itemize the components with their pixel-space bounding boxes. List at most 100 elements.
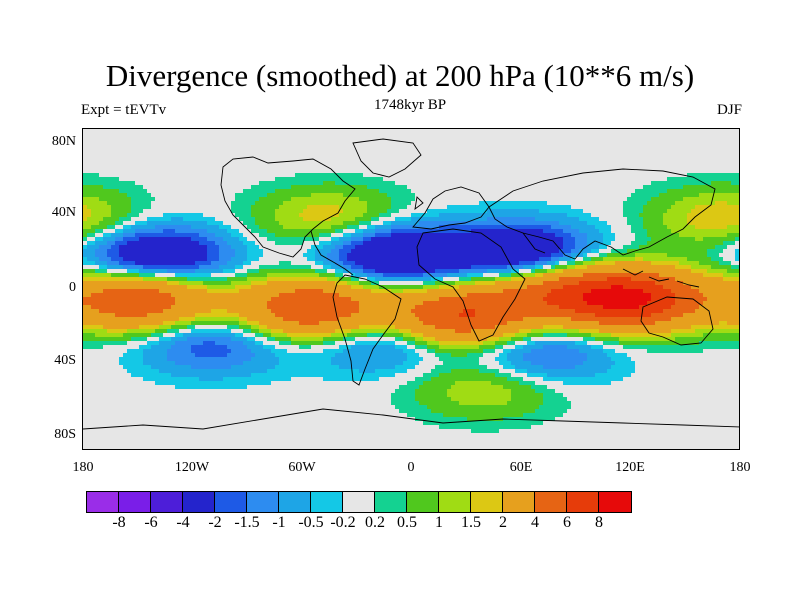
field-cell bbox=[271, 141, 276, 146]
field-cell bbox=[211, 129, 216, 134]
field-cell bbox=[563, 133, 568, 138]
field-cell bbox=[583, 225, 588, 230]
field-cell bbox=[451, 141, 456, 146]
field-cell bbox=[643, 149, 648, 154]
field-cell bbox=[419, 145, 424, 150]
field-cell bbox=[171, 133, 176, 138]
field-cell bbox=[583, 209, 588, 214]
field-cell bbox=[691, 181, 696, 186]
field-cell bbox=[635, 189, 640, 194]
field-cell bbox=[639, 165, 644, 170]
field-cell bbox=[347, 181, 352, 186]
field-cell bbox=[427, 157, 432, 162]
field-cell bbox=[299, 221, 304, 226]
field-cell bbox=[339, 193, 344, 198]
field-cell bbox=[83, 245, 88, 250]
field-cell bbox=[243, 157, 248, 162]
field-cell bbox=[219, 137, 224, 142]
field-cell bbox=[503, 193, 508, 198]
field-cell bbox=[691, 161, 696, 166]
field-cell bbox=[171, 197, 176, 202]
field-cell bbox=[171, 249, 176, 254]
field-cell bbox=[159, 225, 164, 230]
field-cell bbox=[551, 225, 556, 230]
field-cell bbox=[203, 181, 208, 186]
field-cell bbox=[199, 205, 204, 210]
field-cell bbox=[431, 201, 436, 206]
field-cell bbox=[595, 245, 600, 250]
field-cell bbox=[239, 225, 244, 230]
field-cell bbox=[379, 213, 384, 218]
field-cell bbox=[539, 217, 544, 222]
field-cell bbox=[639, 217, 644, 222]
field-cell bbox=[727, 181, 732, 186]
field-cell bbox=[519, 229, 524, 234]
field-cell bbox=[195, 217, 200, 222]
field-cell bbox=[503, 149, 508, 154]
field-cell bbox=[651, 137, 656, 142]
field-cell bbox=[439, 237, 444, 242]
field-cell bbox=[483, 245, 488, 250]
field-cell bbox=[575, 129, 580, 134]
field-cell bbox=[171, 213, 176, 218]
field-cell bbox=[179, 169, 184, 174]
field-cell bbox=[239, 205, 244, 210]
field-cell bbox=[495, 133, 500, 138]
field-cell bbox=[83, 133, 88, 138]
field-cell bbox=[179, 217, 184, 222]
field-cell bbox=[443, 181, 448, 186]
field-cell bbox=[231, 177, 236, 182]
field-cell bbox=[431, 241, 436, 246]
field-cell bbox=[503, 157, 508, 162]
field-cell bbox=[387, 165, 392, 170]
field-cell bbox=[391, 197, 396, 202]
field-cell bbox=[171, 141, 176, 146]
field-cell bbox=[723, 157, 728, 162]
field-cell bbox=[199, 189, 204, 194]
field-cell bbox=[663, 245, 668, 250]
field-cell bbox=[623, 157, 628, 162]
field-cell bbox=[391, 221, 396, 226]
field-cell bbox=[451, 165, 456, 170]
field-cell bbox=[647, 157, 652, 162]
field-cell bbox=[587, 193, 592, 198]
field-cell bbox=[151, 153, 156, 158]
field-cell bbox=[579, 133, 584, 138]
field-cell bbox=[451, 197, 456, 202]
field-cell bbox=[695, 145, 700, 150]
field-cell bbox=[583, 137, 588, 142]
field-cell bbox=[191, 225, 196, 230]
field-cell bbox=[427, 129, 432, 134]
field-cell bbox=[383, 177, 388, 182]
field-cell bbox=[239, 241, 244, 246]
field-cell bbox=[87, 153, 92, 158]
field-cell bbox=[431, 245, 436, 250]
field-cell bbox=[431, 193, 436, 198]
field-cell bbox=[91, 169, 96, 174]
field-cell bbox=[739, 149, 740, 154]
field-cell bbox=[575, 185, 580, 190]
field-cell bbox=[699, 169, 704, 174]
field-cell bbox=[703, 161, 708, 166]
field-cell bbox=[551, 173, 556, 178]
field-cell bbox=[511, 209, 516, 214]
field-cell bbox=[283, 141, 288, 146]
field-cell bbox=[223, 229, 228, 234]
field-cell bbox=[507, 129, 512, 134]
field-cell bbox=[415, 161, 420, 166]
field-cell bbox=[247, 157, 252, 162]
field-cell bbox=[407, 169, 412, 174]
field-cell bbox=[651, 205, 656, 210]
field-cell bbox=[583, 165, 588, 170]
field-cell bbox=[167, 193, 172, 198]
field-cell bbox=[607, 153, 612, 158]
field-cell bbox=[107, 129, 112, 134]
field-cell bbox=[383, 233, 388, 238]
field-cell bbox=[547, 149, 552, 154]
lon-label: 120E bbox=[615, 460, 645, 475]
field-cell bbox=[715, 225, 720, 230]
field-cell bbox=[615, 229, 620, 234]
field-cell bbox=[515, 129, 520, 134]
field-cell bbox=[739, 197, 740, 202]
field-cell bbox=[595, 137, 600, 142]
